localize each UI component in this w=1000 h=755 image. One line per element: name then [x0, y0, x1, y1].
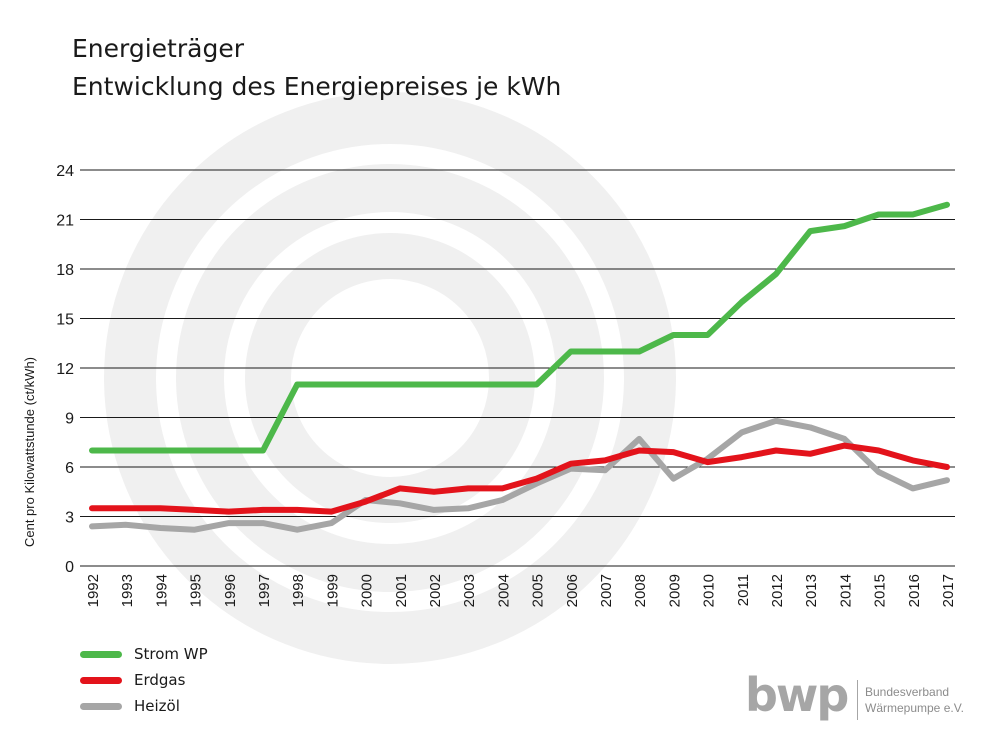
- title-line-2: Entwicklung des Energiepreises je kWh: [72, 72, 562, 101]
- series-lines: [89, 201, 950, 533]
- grid-lines: [80, 169, 955, 567]
- x-tick-label: 2013: [803, 574, 820, 607]
- x-axis-ticks: 1992 1993 1994 1995 1996 1997 1998 1999 2000 2001…: [85, 574, 957, 607]
- series-line-strom-wp: [89, 201, 950, 454]
- y-tick-label: 0: [65, 559, 74, 576]
- x-tick-label: 2008: [632, 574, 649, 607]
- y-tick-label: 21: [56, 213, 74, 230]
- swirl-ring: [245, 233, 535, 523]
- logo-mark: bwp: [745, 668, 849, 722]
- x-tick-label: 2014: [837, 574, 854, 607]
- x-tick-label: 1995: [188, 574, 205, 607]
- legend-swatch-heizoel: [80, 703, 122, 710]
- title-line-1: Energieträger: [72, 34, 244, 63]
- x-tick-label: 2015: [872, 574, 889, 607]
- y-tick-label: 24: [56, 163, 74, 180]
- x-tick-label: 1997: [256, 574, 273, 607]
- x-tick-label: 2006: [564, 574, 581, 607]
- legend-item-erdgas: Erdgas: [80, 668, 300, 694]
- x-tick-label: 2007: [598, 574, 615, 607]
- x-tick-label: 1999: [324, 574, 341, 607]
- y-tick-label: 3: [65, 510, 74, 527]
- logo-text: Bundesverband Wärmepumpe e.V.: [865, 684, 964, 716]
- x-tick-label: 1992: [85, 574, 102, 607]
- legend-label-heizoel: Heizöl: [134, 697, 180, 715]
- x-tick-label: 2003: [461, 574, 478, 607]
- x-tick-label: 1993: [119, 574, 136, 607]
- x-tick-label: 2001: [393, 574, 410, 607]
- legend-swatch-erdgas: [80, 677, 122, 684]
- y-tick-label: 15: [56, 312, 74, 329]
- y-tick-label: 18: [56, 262, 74, 279]
- legend-item-strom-wp: Strom WP: [80, 642, 300, 668]
- x-tick-label: 2010: [701, 574, 718, 607]
- x-tick-label: 1996: [222, 574, 239, 607]
- logo-text-line-1: Bundesverband: [865, 685, 950, 699]
- x-tick-label: 2009: [666, 574, 683, 607]
- legend-swatch-strom-wp: [80, 651, 122, 658]
- legend-label-strom-wp: Strom WP: [134, 645, 208, 663]
- x-tick-label: 2011: [735, 574, 752, 606]
- legend-label-erdgas: Erdgas: [134, 671, 186, 689]
- series-line-heiz-l: [89, 417, 950, 533]
- x-tick-label: 2017: [940, 574, 957, 607]
- x-tick-label: 1998: [290, 574, 307, 607]
- x-tick-label: 1994: [153, 574, 170, 607]
- y-axis-label: Cent pro Kilowattstunde (ct/kWh): [22, 357, 37, 547]
- chart-title: Energieträger Entwicklung des Energiepre…: [72, 30, 561, 106]
- y-tick-label: 6: [65, 460, 74, 477]
- x-tick-label: 2012: [769, 574, 786, 607]
- logo-text-line-2: Wärmepumpe e.V.: [865, 701, 964, 715]
- swirl-ring: [176, 164, 604, 592]
- logo-divider: [857, 680, 858, 720]
- x-tick-label: 2005: [530, 574, 547, 607]
- x-tick-label: 2002: [427, 574, 444, 607]
- series-line-erdgas: [89, 442, 950, 515]
- x-tick-label: 2004: [495, 574, 512, 607]
- y-tick-label: 9: [65, 411, 74, 428]
- bwp-logo: bwp Bundesverband Wärmepumpe e.V.: [745, 670, 985, 726]
- swirl-ring: [104, 92, 676, 664]
- x-tick-label: 2016: [906, 574, 923, 607]
- y-tick-label: 12: [56, 361, 74, 378]
- legend-item-heizoel: Heizöl: [80, 694, 300, 720]
- background-swirl-graphic: [104, 92, 676, 664]
- y-axis-ticks: 0 3 6 9 12 15 18 21 24: [56, 163, 74, 576]
- x-tick-label: 2000: [359, 574, 376, 607]
